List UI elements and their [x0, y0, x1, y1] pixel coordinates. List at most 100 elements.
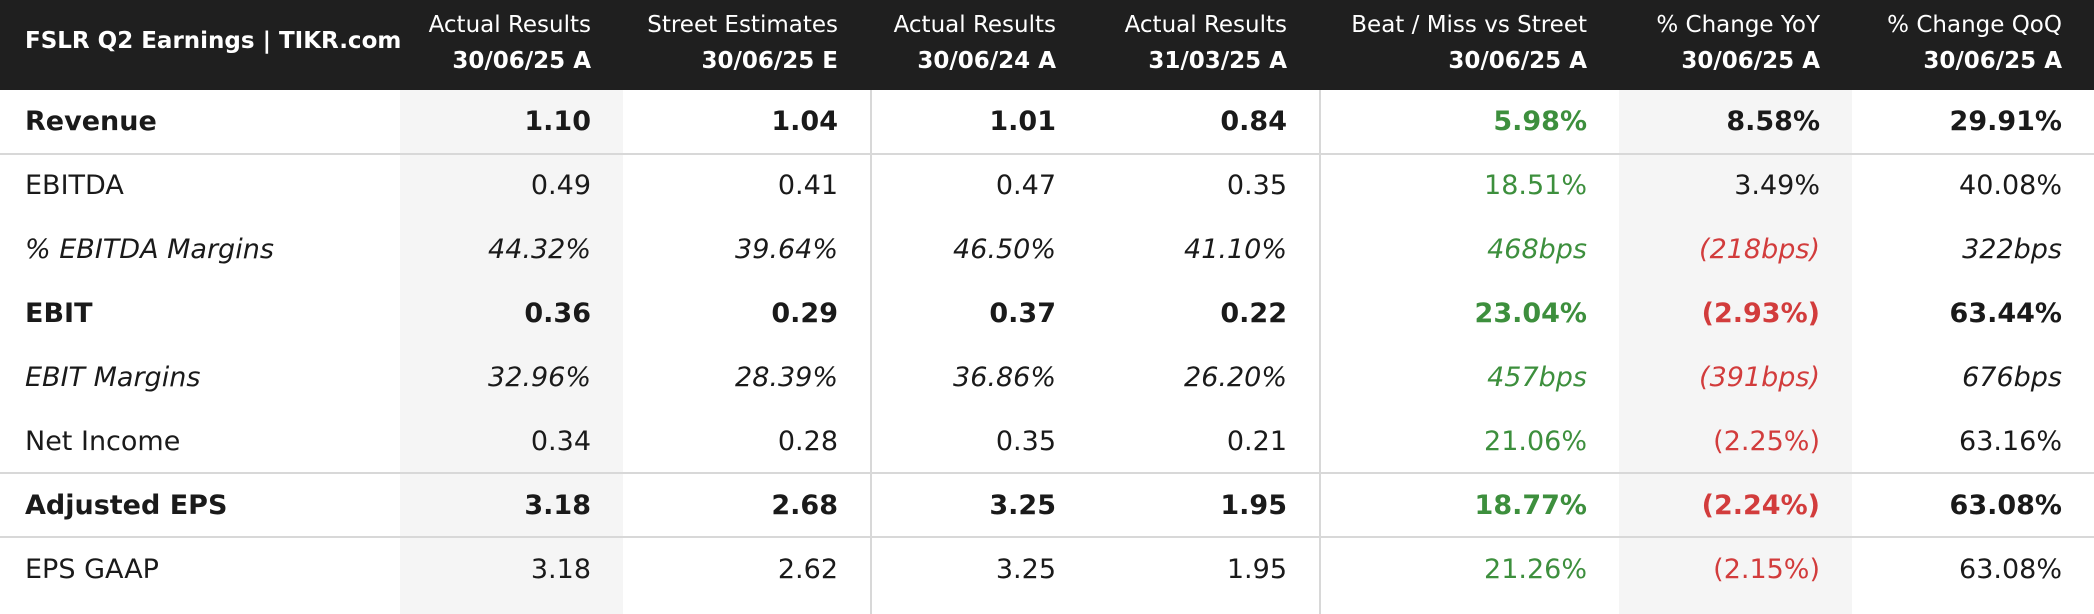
table-cell: 18.77% — [1474, 490, 1587, 521]
table-cell: (391bps) — [1699, 362, 1820, 393]
table-cell: 1.10 — [524, 106, 591, 137]
table-cell: 39.64% — [735, 234, 838, 265]
table-cell: 32.96% — [488, 362, 591, 393]
column-divider — [1319, 90, 1321, 614]
table-row: Net Income 0.34 0.28 0.35 0.21 21.06% (2.25%) 6… — [0, 410, 2094, 474]
column-header-date: 30/06/25 A — [1923, 48, 2062, 74]
table-cell: 41.10% — [1184, 234, 1287, 265]
table-cell: 0.84 — [1220, 106, 1287, 137]
table-cell: 28.39% — [735, 362, 838, 393]
row-label: Adjusted EPS — [25, 490, 228, 521]
column-header: % Change QoQ 30/06/25 A — [1852, 0, 2094, 90]
table-cell: 18.51% — [1484, 170, 1587, 201]
column-header-date: 31/03/25 A — [1148, 48, 1287, 74]
table-cell: (2.24%) — [1701, 490, 1820, 521]
row-divider — [0, 472, 2094, 474]
table-cell: 3.25 — [989, 490, 1056, 521]
row-label: EPS GAAP — [25, 554, 159, 585]
table-cell: 676bps — [1962, 362, 2062, 393]
table-row: EBITDA 0.49 0.41 0.47 0.35 18.51% 3.49% 40.08% — [0, 154, 2094, 218]
table-row: EPS GAAP 3.18 2.62 3.25 1.95 21.26% (2.15%) 63.… — [0, 538, 2094, 602]
table-cell: 3.18 — [530, 554, 591, 585]
column-header-line: % Change YoY — [1656, 12, 1820, 38]
table-cell: 5.98% — [1493, 106, 1587, 137]
column-header-line: Beat / Miss vs Street — [1351, 12, 1587, 38]
table-cell: 0.29 — [771, 298, 838, 329]
table-row: % EBITDA Margins 44.32% 39.64% 46.50% 41.10%… — [0, 218, 2094, 282]
table-cell: 0.35 — [995, 426, 1056, 457]
row-divider — [0, 536, 2094, 538]
table-cell: 0.37 — [989, 298, 1056, 329]
table-title: FSLR Q2 Earnings | TIKR.com — [25, 28, 402, 54]
table-cell: 0.47 — [995, 170, 1056, 201]
table-cell: 3.49% — [1734, 170, 1820, 201]
table-cell: 1.95 — [1226, 554, 1287, 585]
table-cell: 3.25 — [995, 554, 1056, 585]
column-header: Actual Results 30/06/24 A — [870, 0, 1088, 90]
row-divider — [0, 153, 2094, 155]
table-cell: 29.91% — [1949, 106, 2062, 137]
table-row: Revenue 1.10 1.04 1.01 0.84 5.98% 8.58% 29.91% — [0, 90, 2094, 154]
table-cell: 0.41 — [777, 170, 838, 201]
table-cell: 0.34 — [530, 426, 591, 457]
table-cell: (2.15%) — [1713, 554, 1820, 585]
row-label: EBITDA — [25, 170, 124, 201]
table-cell: 1.01 — [989, 106, 1056, 137]
table-cell: 40.08% — [1959, 170, 2062, 201]
table-cell: 36.86% — [953, 362, 1056, 393]
table-row: EBIT 0.36 0.29 0.37 0.22 23.04% (2.93%) 63.44% — [0, 282, 2094, 346]
table-cell: 0.35 — [1226, 170, 1287, 201]
column-header: Beat / Miss vs Street 30/06/25 A — [1319, 0, 1619, 90]
table-cell: 63.16% — [1959, 426, 2062, 457]
table-cell: 46.50% — [953, 234, 1056, 265]
header-bar: FSLR Q2 Earnings | TIKR.com Actual Resul… — [0, 0, 2094, 90]
row-label: Revenue — [25, 106, 157, 137]
column-header-date: 30/06/25 E — [701, 48, 838, 74]
table-cell: 0.21 — [1226, 426, 1287, 457]
table-cell: 26.20% — [1184, 362, 1287, 393]
table-cell: 63.44% — [1949, 298, 2062, 329]
table-cell: 2.62 — [777, 554, 838, 585]
table-cell: 21.06% — [1484, 426, 1587, 457]
column-header: Actual Results 30/06/25 A — [400, 0, 623, 90]
column-header: Actual Results 31/03/25 A — [1088, 0, 1319, 90]
column-header: % Change YoY 30/06/25 A — [1619, 0, 1852, 90]
table-cell: 44.32% — [488, 234, 591, 265]
table-cell: 63.08% — [1959, 554, 2062, 585]
column-shade — [400, 90, 623, 614]
table-cell: 63.08% — [1949, 490, 2062, 521]
table-cell: 0.49 — [530, 170, 591, 201]
table-cell: 23.04% — [1474, 298, 1587, 329]
column-shade — [1619, 90, 1852, 614]
column-header-line: Street Estimates — [647, 12, 838, 38]
table-cell: 1.04 — [771, 106, 838, 137]
column-header-line: % Change QoQ — [1887, 12, 2062, 38]
table-row: Adjusted EPS 3.18 2.68 3.25 1.95 18.77% (2.24%… — [0, 474, 2094, 538]
column-header-date: 30/06/25 A — [1448, 48, 1587, 74]
table-cell: 0.28 — [777, 426, 838, 457]
table-cell: 2.68 — [771, 490, 838, 521]
column-header-line: Actual Results — [1124, 12, 1287, 38]
row-label: EBIT — [25, 298, 93, 329]
column-header-date: 30/06/25 A — [1681, 48, 1820, 74]
column-header-date: 30/06/24 A — [917, 48, 1056, 74]
table-cell: (2.25%) — [1713, 426, 1820, 457]
column-header: Street Estimates 30/06/25 E — [623, 0, 870, 90]
table-row: EBIT Margins 32.96% 28.39% 36.86% 26.20% 457b… — [0, 346, 2094, 410]
column-header-line: Actual Results — [428, 12, 591, 38]
table-cell: 21.26% — [1484, 554, 1587, 585]
table-cell: (2.93%) — [1701, 298, 1820, 329]
table-cell: 322bps — [1962, 234, 2062, 265]
table-cell: 457bps — [1487, 362, 1587, 393]
row-label: Net Income — [25, 426, 181, 457]
row-label: % EBITDA Margins — [25, 234, 274, 265]
column-header-line: Actual Results — [893, 12, 1056, 38]
table-cell: 1.95 — [1220, 490, 1287, 521]
table-cell: 3.18 — [524, 490, 591, 521]
table-cell: 0.22 — [1220, 298, 1287, 329]
table-cell: 8.58% — [1726, 106, 1820, 137]
table-cell: 0.36 — [524, 298, 591, 329]
table-cell: 468bps — [1487, 234, 1587, 265]
column-header-date: 30/06/25 A — [452, 48, 591, 74]
